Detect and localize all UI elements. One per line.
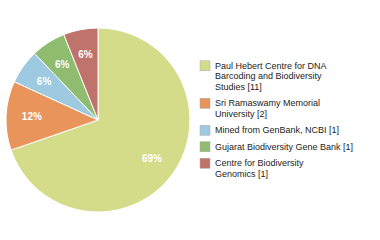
- legend-label-line: Mined from GenBank, NCBI [1]: [215, 125, 339, 135]
- legend-item: Sri Ramaswamy MemorialUniversity [2]: [200, 98, 320, 119]
- legend-label-line: Paul Hebert Centre for DNA: [215, 61, 327, 71]
- legend-label-line: University [2]: [215, 109, 267, 119]
- legend-swatch: [200, 158, 210, 168]
- data-label: 69%: [142, 153, 162, 164]
- data-label: 12%: [22, 111, 42, 122]
- pie: [6, 28, 190, 212]
- legend-swatch: [200, 61, 210, 71]
- legend-label-line: Sri Ramaswamy Memorial: [215, 98, 320, 108]
- legend-label-line: Studies [11]: [215, 82, 262, 92]
- legend-label: Mined from GenBank, NCBI [1]: [215, 125, 339, 135]
- data-label: 6%: [55, 59, 70, 70]
- legend-label-line: Centre for Biodiversity: [215, 158, 304, 168]
- data-label: 6%: [37, 76, 52, 87]
- legend: Paul Hebert Centre for DNABarcoding and …: [200, 61, 353, 179]
- legend-label: Centre for BiodiversityGenomics [1]: [215, 158, 304, 179]
- pie-slice: [11, 28, 190, 212]
- legend-item: Paul Hebert Centre for DNABarcoding and …: [200, 61, 327, 92]
- legend-label-line: Genomics [1]: [215, 169, 268, 179]
- legend-swatch: [200, 125, 210, 135]
- legend-item: Gujarat Biodiversity Gene Bank [1]: [200, 142, 353, 152]
- legend-label: Gujarat Biodiversity Gene Bank [1]: [215, 142, 353, 152]
- chart: 69%12%6%6%6%Paul Hebert Centre for DNABa…: [0, 0, 380, 240]
- legend-swatch: [200, 98, 210, 108]
- legend-label-line: Barcoding and Biodiversity: [215, 71, 322, 81]
- legend-item: Mined from GenBank, NCBI [1]: [200, 125, 339, 135]
- pie-slice: [64, 28, 98, 120]
- data-label: 6%: [78, 49, 93, 60]
- data-labels: 69%12%6%6%6%: [22, 49, 162, 163]
- legend-label: Sri Ramaswamy MemorialUniversity [2]: [215, 98, 320, 119]
- legend-swatch: [200, 142, 210, 152]
- legend-label: Paul Hebert Centre for DNABarcoding and …: [215, 61, 327, 92]
- legend-item: Centre for BiodiversityGenomics [1]: [200, 158, 304, 179]
- legend-label-line: Gujarat Biodiversity Gene Bank [1]: [215, 142, 353, 152]
